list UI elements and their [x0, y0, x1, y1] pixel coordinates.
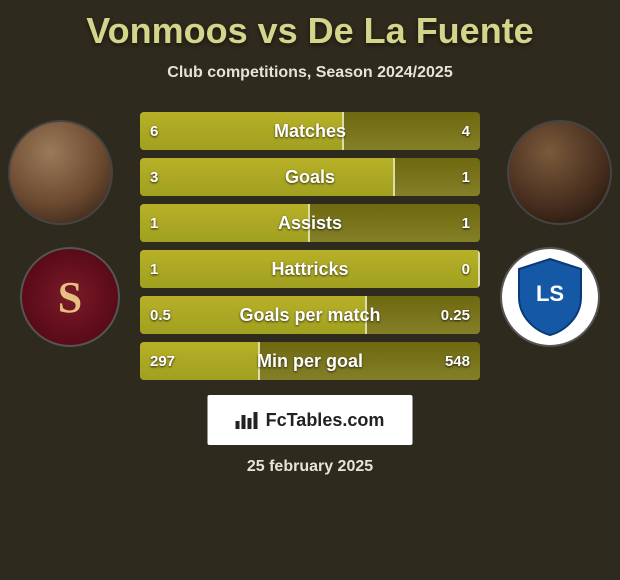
- logo-chart-icon: [236, 411, 258, 429]
- stat-bars: Matches64 Goals31 Assists11 Hattricks10 Goal…: [140, 112, 480, 380]
- stat-bar: Assists11: [140, 204, 480, 242]
- stat-bar: Goals31: [140, 158, 480, 196]
- bar-fill-left: [140, 112, 344, 150]
- page-title: Vonmoos vs De La Fuente: [0, 0, 620, 52]
- footer-date: 25 february 2025: [247, 458, 373, 476]
- bar-fill-left: [140, 296, 367, 334]
- stat-bar: Hattricks10: [140, 250, 480, 288]
- player-right-avatar: [507, 120, 612, 225]
- player-left-avatar: [8, 120, 113, 225]
- club-left-letter: S: [58, 272, 82, 323]
- stat-bar: Matches64: [140, 112, 480, 150]
- stat-bar: Min per goal297548: [140, 342, 480, 380]
- subtitle: Club competitions, Season 2024/2025: [0, 64, 620, 82]
- footer-brand-text: FcTables.com: [266, 410, 385, 431]
- club-left-badge: S: [20, 247, 120, 347]
- stat-bar: Goals per match0.50.25: [140, 296, 480, 334]
- footer-brand: FcTables.com: [208, 395, 413, 445]
- bar-fill-left: [140, 342, 260, 380]
- club-right-badge: LS: [500, 247, 600, 347]
- bar-fill-left: [140, 250, 480, 288]
- bar-fill-left: [140, 204, 310, 242]
- bar-fill-left: [140, 158, 395, 196]
- shield-icon: LS: [515, 257, 585, 337]
- svg-text:LS: LS: [536, 281, 564, 306]
